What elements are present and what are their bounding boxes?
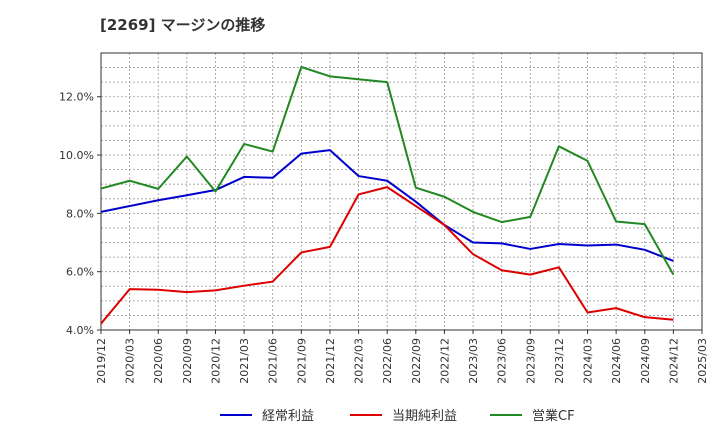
- legend-label-1: 経常利益: [262, 409, 314, 424]
- x-tick-label: 2020/06: [152, 338, 165, 384]
- legend-label-2: 当期純利益: [392, 409, 457, 424]
- x-tick-label: 2020/12: [209, 338, 222, 384]
- x-tick-label: 2021/03: [238, 338, 251, 384]
- y-tick-label: 12.0%: [59, 91, 94, 104]
- series-layer: [100, 66, 675, 325]
- x-tick-label: 2022/09: [410, 338, 423, 384]
- x-tick-label: 2023/12: [553, 338, 566, 384]
- x-tick-label: 2025/03: [696, 338, 709, 384]
- plot-area-frame: [100, 52, 703, 331]
- x-tick-label: 2022/12: [438, 338, 451, 384]
- series-line-3: [100, 66, 675, 276]
- series-line-1: [100, 149, 674, 262]
- x-tick-label: 2021/06: [267, 338, 280, 384]
- x-tick-label: 2020/09: [181, 338, 194, 384]
- x-tick-label: 2021/09: [295, 338, 308, 384]
- axes: 4.0% 6.0% 8.0% 10.0% 12.0% 2019/12 2020/03 2020…: [59, 52, 709, 384]
- legend-label-3: 営業CF: [532, 408, 575, 424]
- y-tick-label: 4.0%: [66, 324, 94, 337]
- x-tick-label: 2023/09: [524, 338, 537, 384]
- x-tick-label: 2022/03: [353, 338, 366, 384]
- x-tick-label: 2022/06: [381, 338, 394, 384]
- x-tick-label: 2019/12: [95, 338, 108, 384]
- x-tick-label: 2024/12: [667, 338, 680, 384]
- y-tick-label: 8.0%: [66, 207, 94, 220]
- legend: 経常利益 当期純利益 営業CF: [220, 408, 575, 424]
- x-tick-label: 2024/03: [582, 338, 595, 384]
- grid: [101, 52, 702, 330]
- x-tick-label: 2023/03: [467, 338, 480, 384]
- series-line-2: [100, 186, 674, 325]
- y-tick-label: 6.0%: [66, 266, 94, 279]
- x-tick-label: 2020/03: [124, 338, 137, 384]
- x-tick-label: 2023/06: [496, 338, 509, 384]
- x-tick-label: 2024/09: [639, 338, 652, 384]
- x-tick-label: 2021/12: [324, 338, 337, 384]
- chart-title: [2269] マージンの推移: [100, 16, 265, 34]
- x-tick-label: 2024/06: [610, 338, 623, 384]
- y-tick-label: 10.0%: [59, 149, 94, 162]
